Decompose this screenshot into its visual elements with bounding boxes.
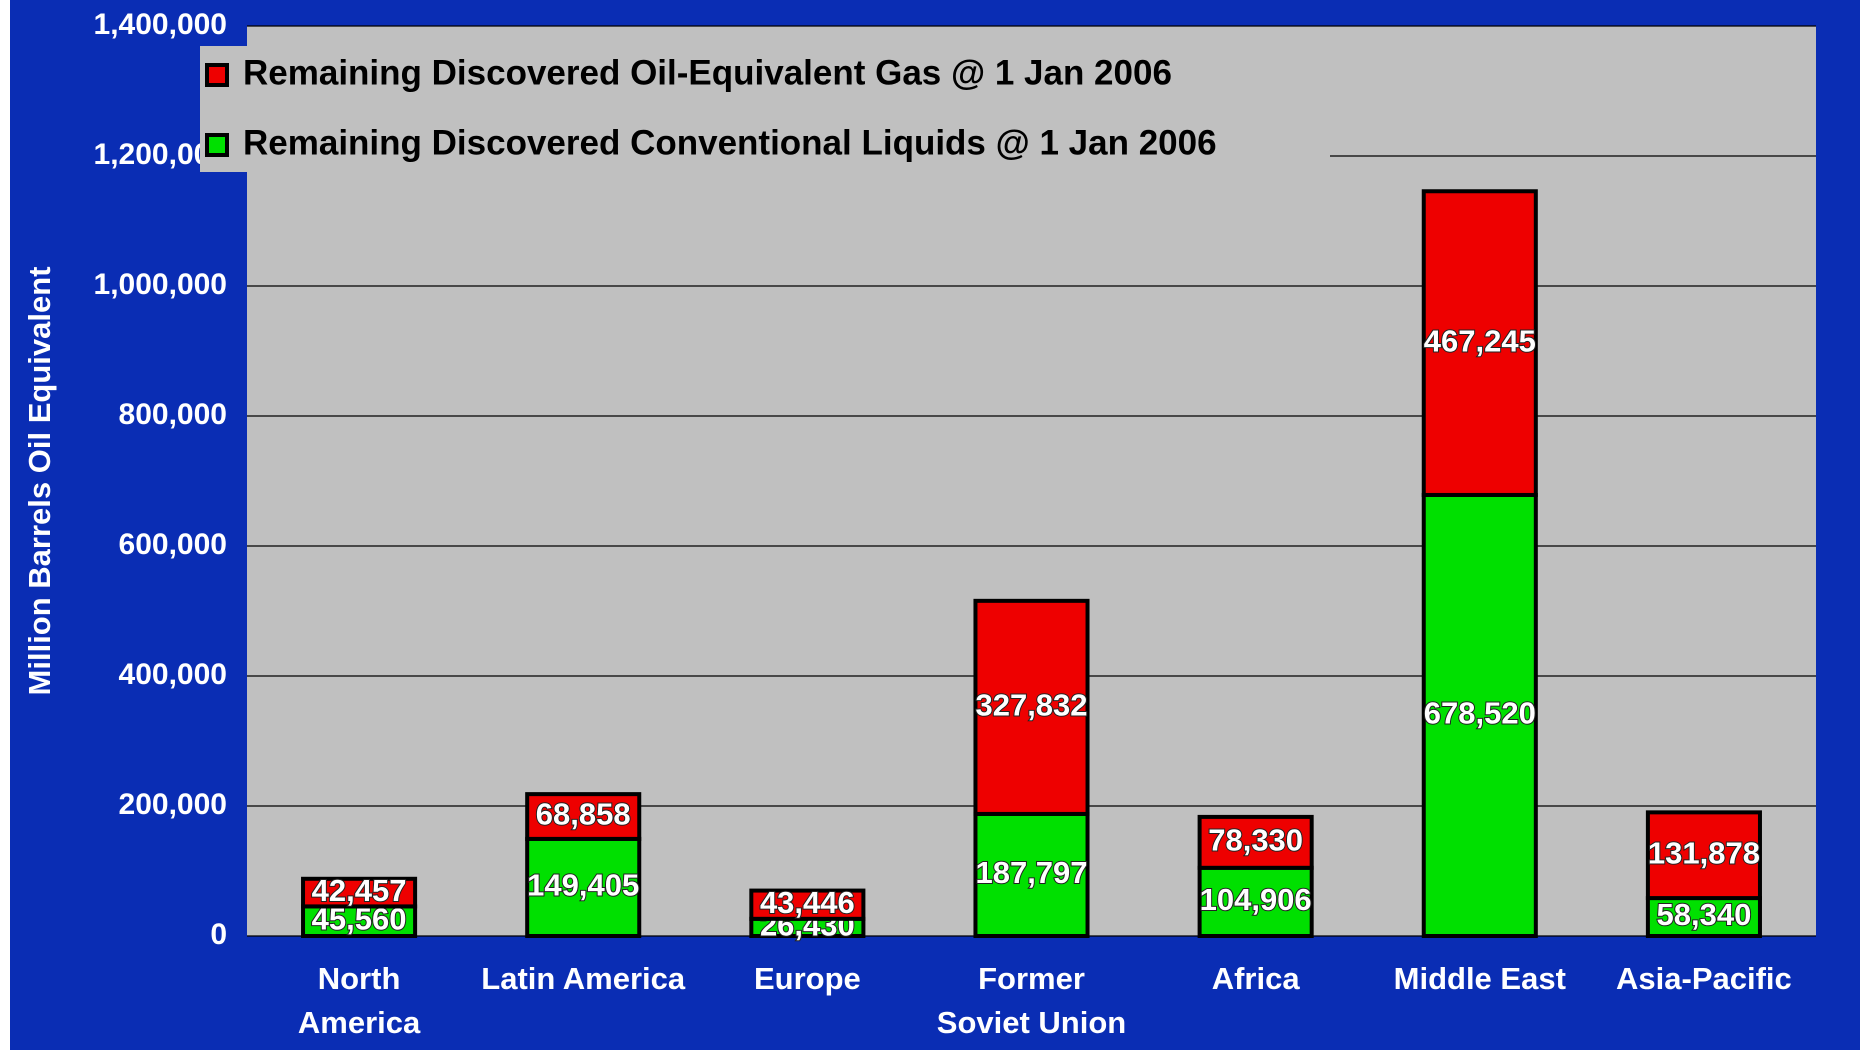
bar-segment bbox=[973, 598, 1090, 816]
bar-segment bbox=[525, 792, 642, 841]
y-axis-label: Million Barrels Oil Equivalent bbox=[22, 267, 57, 696]
bar-segment bbox=[1421, 492, 1538, 938]
data-label: 327,832 bbox=[975, 688, 1087, 723]
data-label: 678,520 bbox=[1424, 696, 1536, 731]
legend-label: Remaining Discovered Oil-Equivalent Gas … bbox=[243, 53, 1172, 92]
data-label: 78,330 bbox=[1208, 823, 1303, 858]
data-label: 131,878 bbox=[1648, 835, 1760, 870]
data-label: 68,858 bbox=[536, 797, 631, 832]
y-tick-label: 0 bbox=[210, 918, 227, 951]
x-tick-label: Asia-Pacific bbox=[1616, 961, 1792, 996]
x-tick-label: North America bbox=[298, 961, 421, 1040]
data-label: 43,446 bbox=[760, 885, 855, 920]
data-label: 187,797 bbox=[975, 855, 1087, 890]
bar-segment bbox=[1197, 814, 1314, 870]
x-tick-label: Former Soviet Union bbox=[937, 961, 1126, 1040]
y-tick-label: 200,000 bbox=[119, 788, 227, 821]
legend-swatch bbox=[205, 63, 229, 87]
x-tick-label: Middle East bbox=[1394, 961, 1566, 996]
bar-segment bbox=[973, 811, 1090, 938]
bar-segment bbox=[301, 876, 418, 909]
y-tick-label: 800,000 bbox=[119, 398, 227, 431]
bar-segment bbox=[749, 888, 866, 921]
y-tick-label: 1,000,000 bbox=[94, 268, 227, 301]
x-tick-label: Africa bbox=[1212, 961, 1301, 996]
data-label: 467,245 bbox=[1424, 323, 1536, 358]
bar-segment bbox=[1645, 810, 1762, 901]
x-tick-label: Europe bbox=[754, 961, 861, 996]
bar-segment bbox=[301, 904, 418, 938]
bar-segment bbox=[1197, 865, 1314, 938]
y-tick-label: 600,000 bbox=[119, 528, 227, 561]
legend-box bbox=[200, 46, 1330, 172]
legend-swatch bbox=[205, 133, 229, 157]
data-label: 42,457 bbox=[312, 873, 407, 908]
y-tick-label: 1,400,000 bbox=[94, 8, 227, 41]
bar-segment bbox=[1421, 189, 1538, 497]
data-label: 104,906 bbox=[1200, 882, 1312, 917]
data-label: 58,340 bbox=[1657, 897, 1752, 932]
legend-label: Remaining Discovered Conventional Liquid… bbox=[243, 123, 1217, 162]
bar-segment bbox=[525, 836, 642, 939]
y-tick-label: 400,000 bbox=[119, 658, 227, 691]
x-tick-label: Latin America bbox=[481, 961, 686, 996]
data-label: 149,405 bbox=[527, 868, 639, 903]
